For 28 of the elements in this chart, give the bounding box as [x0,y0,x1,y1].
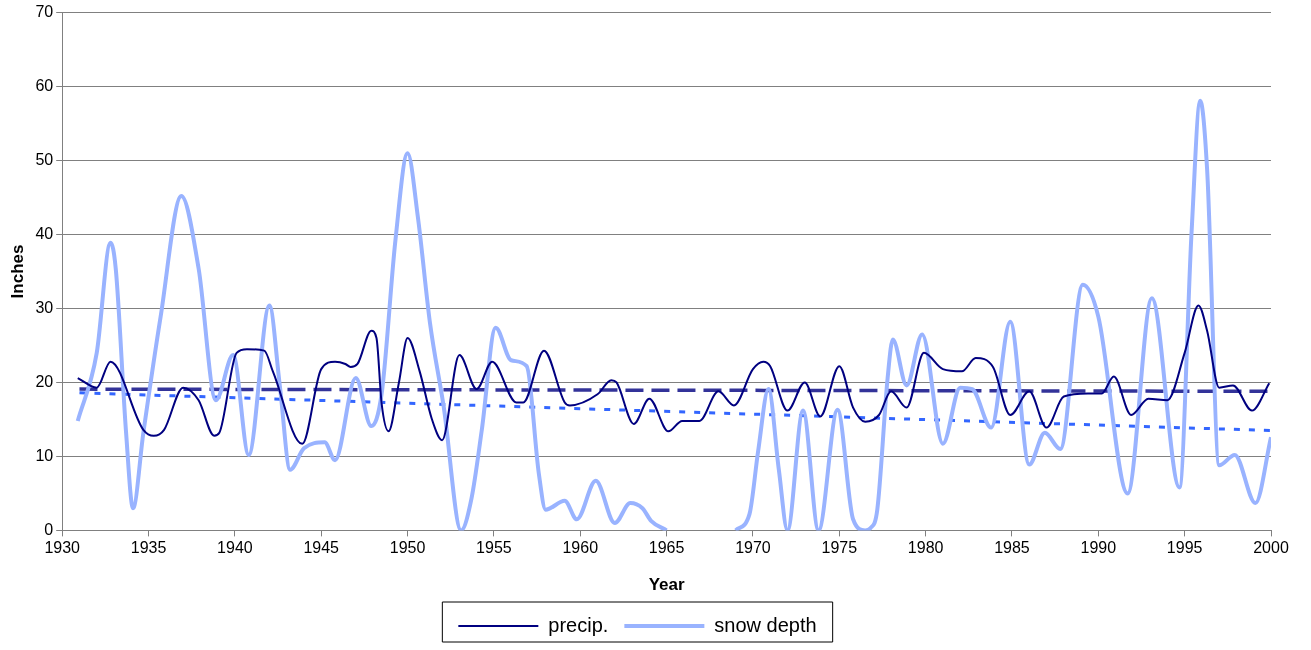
x-axis-title: Year [648,575,685,595]
y-tick-label: 70 [35,3,54,21]
x-tick-label: 1995 [1166,539,1203,557]
y-tick-label: 20 [35,372,54,390]
y-tick-label: 50 [35,150,54,168]
x-tick-label: 1965 [648,539,685,557]
x-tick-label: 1950 [389,539,426,557]
y-tick-label: 60 [35,76,54,94]
x-tick-label: 1935 [130,539,167,557]
y-axis-title: Inches [7,244,27,299]
x-tick-label: 1945 [303,539,340,557]
line-series [76,304,1271,445]
y-tick-label: 10 [35,446,54,464]
x-tick-label: 1975 [821,539,858,557]
y-tick-label: 0 [44,520,54,538]
y-tick-label: 40 [35,224,54,242]
y-tick-label: 30 [35,298,54,316]
x-tick-label: 2000 [1253,539,1289,557]
x-tick-label: 1970 [735,539,771,557]
x-tick-label: 1955 [476,539,512,557]
legend-label: precip. [548,613,609,636]
x-tick-label: 1990 [1080,539,1117,557]
x-tick-label: 1940 [217,539,253,557]
x-tick-label: 1930 [44,539,81,557]
x-tick-label: 1980 [907,539,944,557]
x-tick-label: 1985 [994,539,1030,557]
x-tick-label: 1960 [562,539,599,557]
legend-label: snow depth [714,613,817,636]
